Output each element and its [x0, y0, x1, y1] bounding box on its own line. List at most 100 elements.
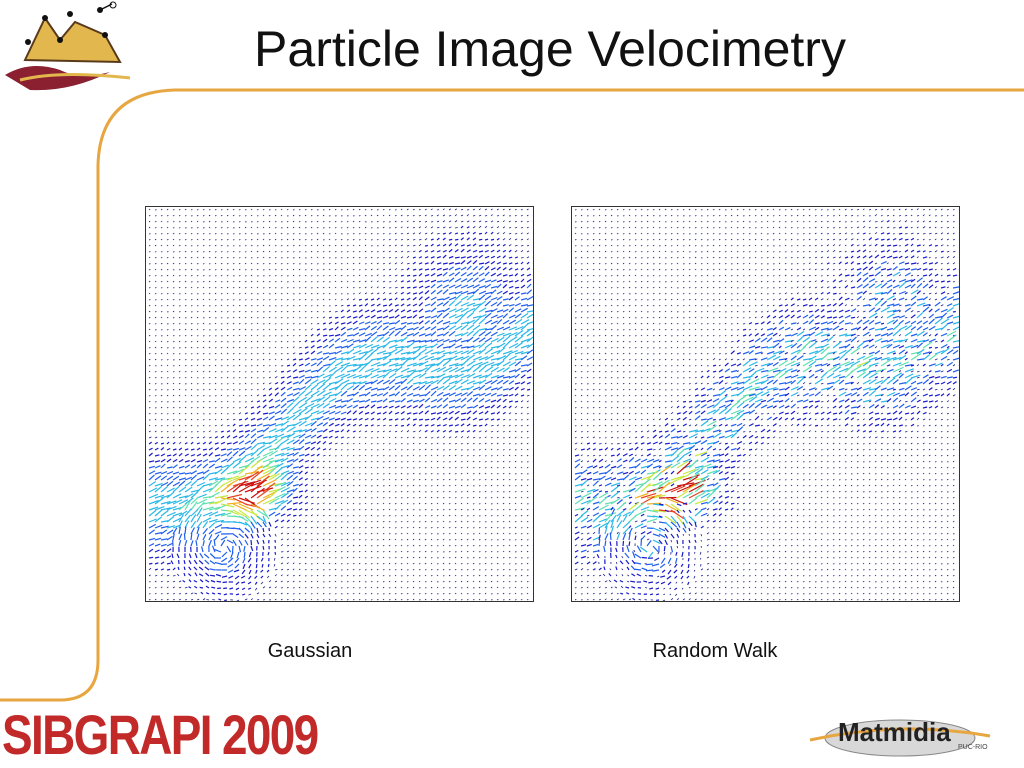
velocity-vector [266, 569, 270, 573]
velocity-vector [838, 214, 841, 217]
velocity-vector [502, 569, 505, 571]
velocity-vector [190, 209, 193, 211]
velocity-vector [874, 243, 878, 247]
velocity-vector [170, 560, 174, 565]
velocity-vector [526, 283, 532, 289]
velocity-vector [598, 244, 601, 247]
velocity-vector [250, 305, 253, 307]
velocity-vector [148, 226, 151, 229]
velocity-vector [532, 521, 533, 522]
velocity-vector [172, 575, 176, 577]
velocity-vector [484, 291, 493, 295]
velocity-vector [526, 490, 529, 493]
velocity-vector [322, 391, 332, 397]
velocity-vector [514, 273, 519, 277]
velocity-vector [214, 262, 217, 265]
velocity-vector [916, 244, 921, 247]
velocity-vector [292, 580, 295, 583]
velocity-vector [460, 350, 470, 355]
velocity-vector [394, 569, 397, 571]
velocity-vector [424, 333, 432, 337]
velocity-vector [244, 389, 247, 391]
velocity-vector [298, 501, 303, 505]
velocity-vector [496, 556, 499, 559]
velocity-vector [160, 346, 163, 349]
velocity-vector [586, 257, 589, 259]
velocity-vector [208, 250, 211, 253]
velocity-vector [202, 506, 214, 511]
velocity-vector [160, 458, 166, 463]
velocity-vector [784, 226, 787, 229]
velocity-vector [664, 244, 667, 247]
velocity-vector [394, 598, 397, 601]
velocity-vector [448, 580, 451, 583]
velocity-vector [790, 268, 793, 271]
velocity-vector [814, 215, 817, 217]
velocity-vector [334, 544, 337, 547]
velocity-vector [946, 244, 949, 247]
velocity-vector [466, 348, 475, 355]
velocity-vector [352, 244, 355, 247]
velocity-vector [304, 580, 307, 583]
velocity-vector [208, 511, 219, 517]
velocity-vector [508, 466, 511, 469]
velocity-vector [196, 310, 199, 313]
velocity-vector [286, 586, 289, 589]
velocity-vector [328, 514, 331, 517]
velocity-vector [448, 485, 451, 487]
velocity-vector [520, 232, 523, 235]
velocity-vector [202, 395, 205, 397]
velocity-vector [316, 440, 321, 445]
velocity-vector [508, 256, 513, 259]
velocity-vector [370, 336, 378, 343]
velocity-vector [190, 501, 198, 511]
velocity-vector [502, 308, 509, 313]
velocity-vector [196, 501, 205, 511]
velocity-vector [484, 331, 492, 337]
velocity-vector [238, 455, 247, 463]
velocity-vector [214, 504, 226, 511]
velocity-vector [502, 243, 506, 247]
velocity-vector [298, 494, 303, 499]
velocity-vector [442, 436, 446, 439]
velocity-vector [466, 294, 474, 301]
velocity-vector [274, 525, 278, 529]
velocity-vector [190, 592, 194, 595]
velocity-vector [514, 357, 524, 361]
velocity-vector [472, 454, 475, 457]
velocity-vector [370, 251, 373, 253]
velocity-vector [148, 334, 151, 337]
velocity-vector [478, 244, 483, 247]
velocity-vector [370, 280, 373, 283]
velocity-vector [460, 550, 463, 553]
velocity-vector [370, 393, 378, 397]
velocity-vector [532, 491, 533, 492]
velocity-vector [394, 262, 398, 265]
velocity-vector [442, 417, 448, 421]
velocity-vector [274, 381, 279, 385]
velocity-vector [484, 490, 487, 493]
velocity-vector [394, 538, 397, 541]
velocity-vector [166, 555, 172, 559]
velocity-vector [802, 233, 805, 235]
velocity-vector [298, 586, 301, 589]
velocity-vector [382, 336, 390, 343]
velocity-vector [682, 239, 685, 241]
velocity-vector [160, 481, 169, 487]
velocity-vector [154, 413, 157, 415]
velocity-vector [220, 430, 224, 433]
velocity-vector [358, 244, 361, 247]
velocity-vector [220, 251, 223, 253]
velocity-vector [190, 256, 193, 259]
velocity-vector [358, 287, 361, 289]
velocity-vector [826, 238, 830, 241]
velocity-vector [400, 286, 405, 289]
velocity-vector [256, 527, 259, 533]
velocity-vector [532, 413, 533, 414]
velocity-vector [346, 472, 349, 475]
velocity-vector [526, 349, 533, 355]
velocity-vector [286, 323, 289, 325]
velocity-vector [616, 268, 619, 271]
velocity-vector [436, 502, 439, 505]
velocity-vector [202, 304, 205, 307]
